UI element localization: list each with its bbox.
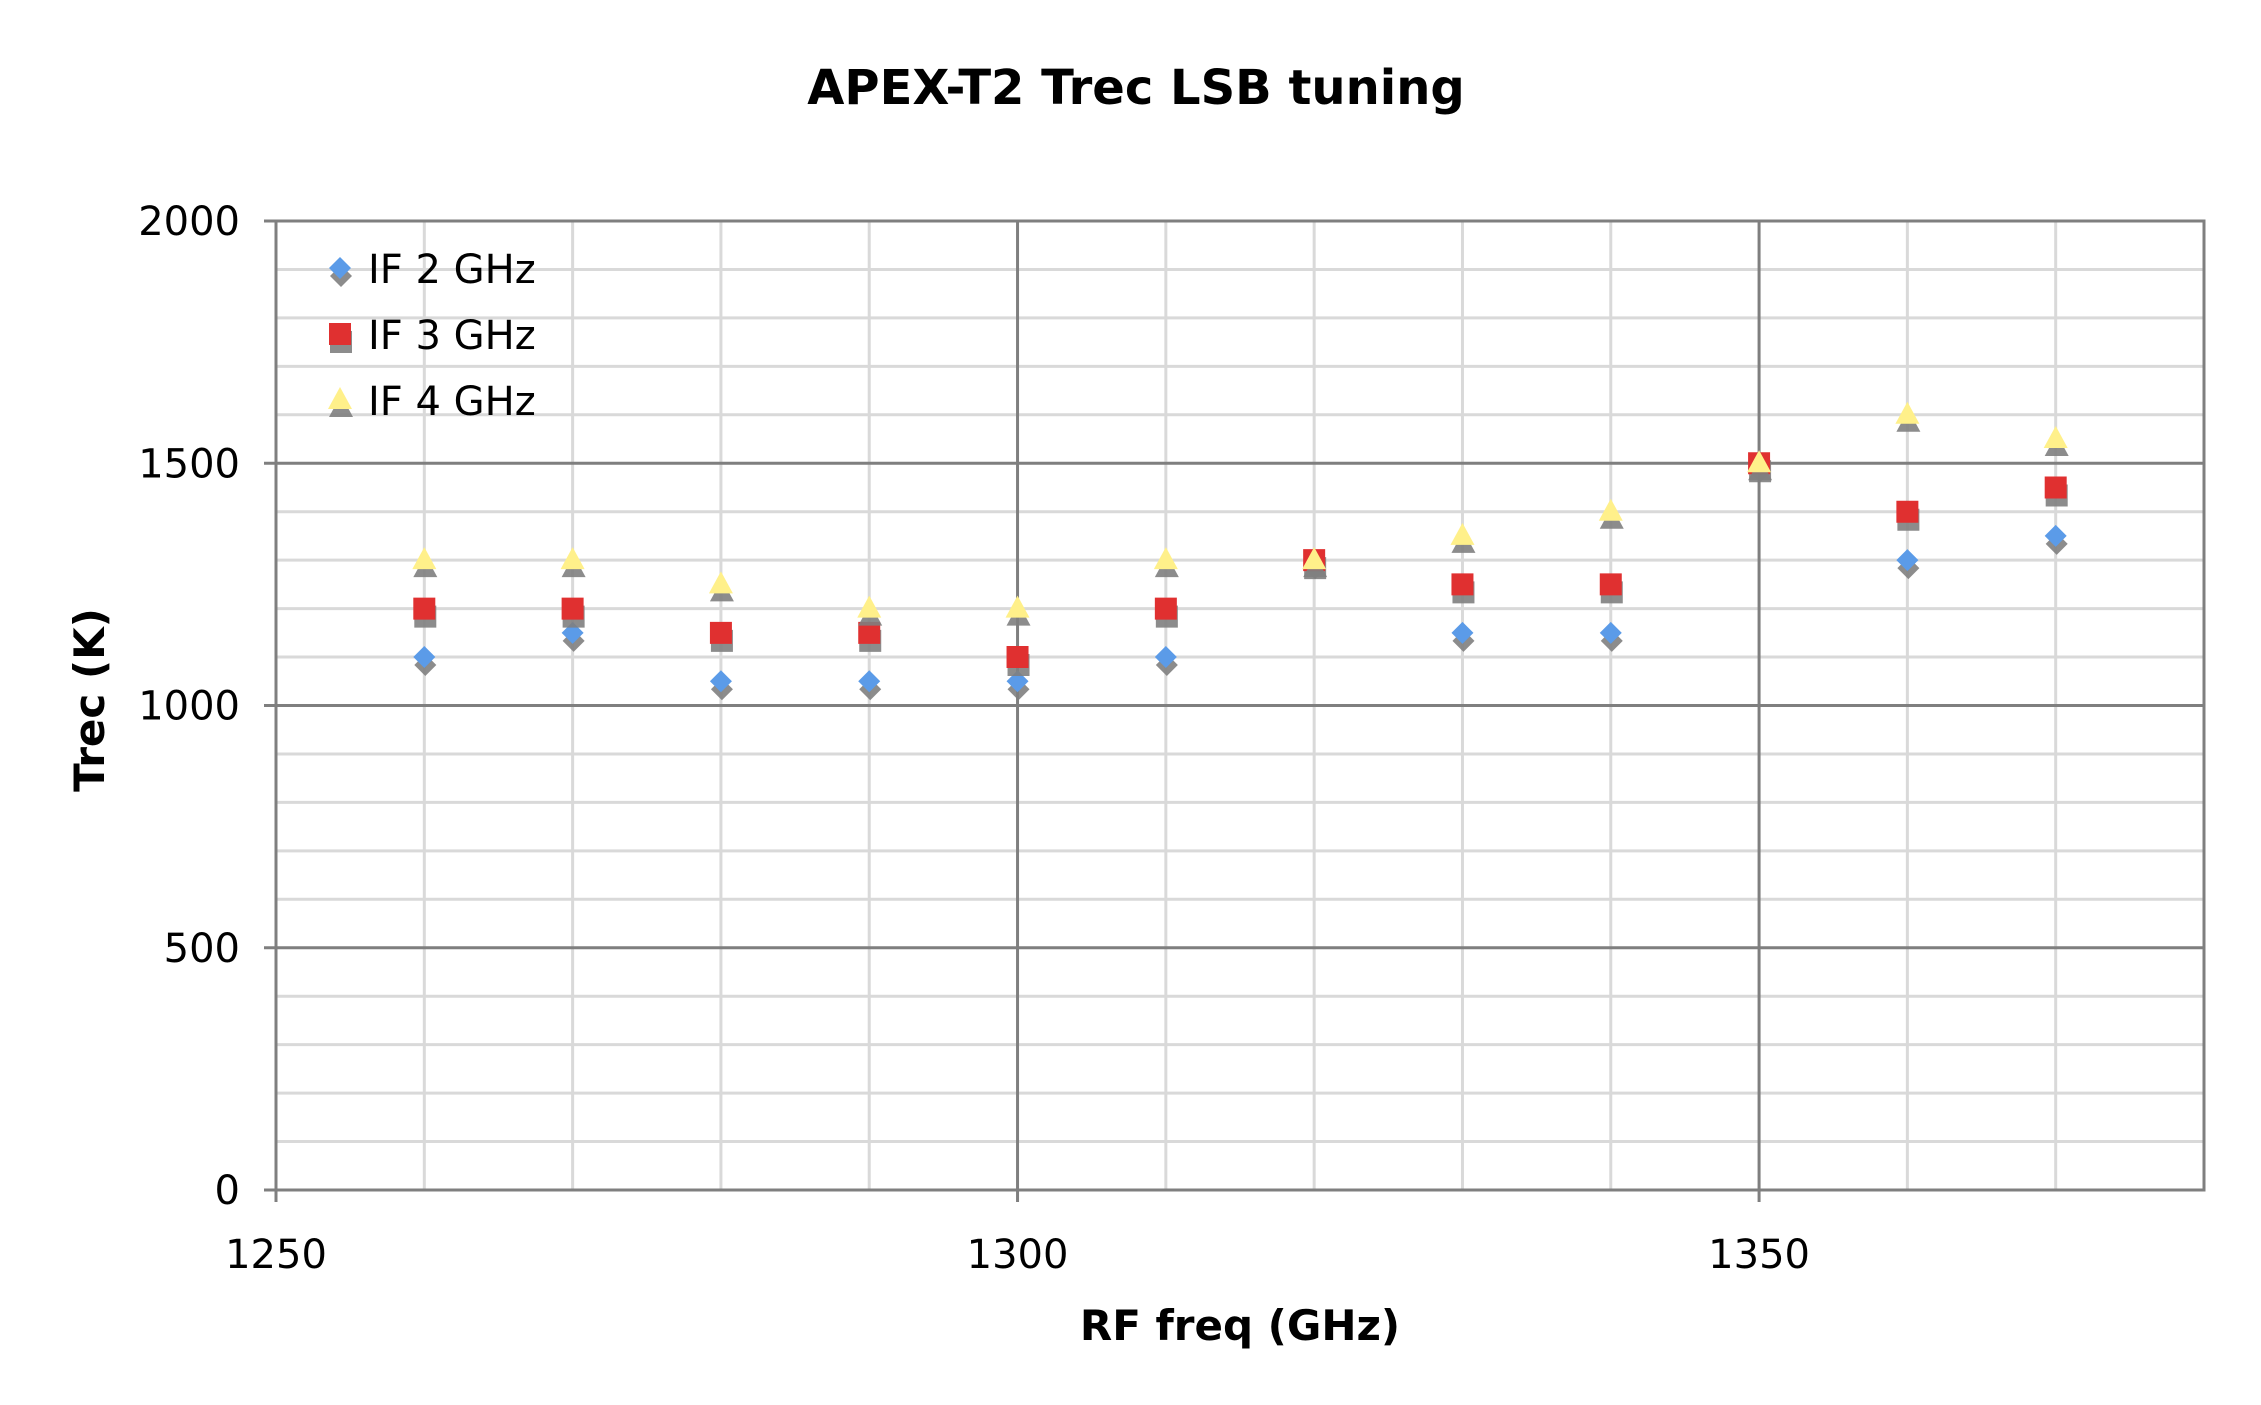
data-point bbox=[1302, 547, 1327, 570]
legend-label: IF 4 GHz bbox=[368, 379, 536, 425]
series-3 bbox=[412, 401, 2069, 626]
data-point bbox=[858, 670, 881, 693]
data-point bbox=[1599, 573, 1622, 596]
data-point bbox=[1154, 597, 1177, 620]
data-point bbox=[1895, 401, 1920, 424]
y-tick-label: 0 bbox=[215, 1168, 240, 1214]
legend-marker bbox=[329, 257, 351, 279]
data-point bbox=[413, 646, 436, 669]
legend-marker bbox=[329, 323, 351, 345]
plot-area: 0 500 1000 1500 2000 1250 1300 1350 bbox=[138, 199, 2206, 1278]
y-tick-label: 1000 bbox=[138, 684, 240, 730]
chart-title: APEX-T2 Trec LSB tuning bbox=[807, 60, 1465, 116]
legend-marker bbox=[328, 387, 352, 409]
legend-item: IF 4 GHz bbox=[328, 379, 536, 425]
data-point bbox=[412, 547, 437, 570]
data-point bbox=[561, 597, 584, 620]
data-point bbox=[560, 547, 585, 570]
data-point bbox=[2043, 426, 2068, 449]
x-tick-label: 1300 bbox=[967, 1232, 1069, 1278]
legend: IF 2 GHz IF 3 GHz IF 4 GHz bbox=[328, 247, 536, 425]
data-point bbox=[709, 670, 732, 693]
legend-label: IF 3 GHz bbox=[368, 313, 536, 359]
data-point bbox=[1598, 498, 1623, 521]
data-point bbox=[858, 621, 881, 644]
legend-item: IF 3 GHz bbox=[329, 313, 536, 359]
data-point bbox=[1747, 450, 1772, 473]
y-tick-label: 500 bbox=[164, 926, 240, 972]
data-point bbox=[1896, 549, 1919, 572]
data-point bbox=[1005, 595, 1030, 618]
legend-label: IF 2 GHz bbox=[368, 247, 536, 293]
data-point bbox=[1154, 646, 1177, 669]
data-point bbox=[1451, 573, 1474, 596]
data-point bbox=[857, 595, 882, 618]
x-tick-label: 1350 bbox=[1708, 1232, 1810, 1278]
y-tick-label: 1500 bbox=[138, 441, 240, 487]
data-point bbox=[709, 621, 732, 644]
legend-item: IF 2 GHz bbox=[329, 247, 536, 293]
x-axis-title: RF freq (GHz) bbox=[1080, 1301, 1400, 1350]
x-tick-label: 1250 bbox=[225, 1232, 327, 1278]
data-point bbox=[1451, 621, 1474, 644]
data-point bbox=[2044, 524, 2067, 547]
data-point bbox=[1450, 522, 1475, 545]
y-tick-label: 2000 bbox=[138, 199, 240, 245]
data-point bbox=[1153, 547, 1178, 570]
series-1 bbox=[413, 452, 2068, 701]
series-2 bbox=[413, 452, 2068, 677]
data-point bbox=[708, 571, 733, 594]
y-axis-title: Trec (K) bbox=[65, 608, 114, 792]
data-point bbox=[2044, 476, 2067, 499]
data-point bbox=[1896, 500, 1919, 523]
data-point bbox=[1599, 621, 1622, 644]
data-point bbox=[1006, 646, 1029, 669]
data-point bbox=[413, 597, 436, 620]
